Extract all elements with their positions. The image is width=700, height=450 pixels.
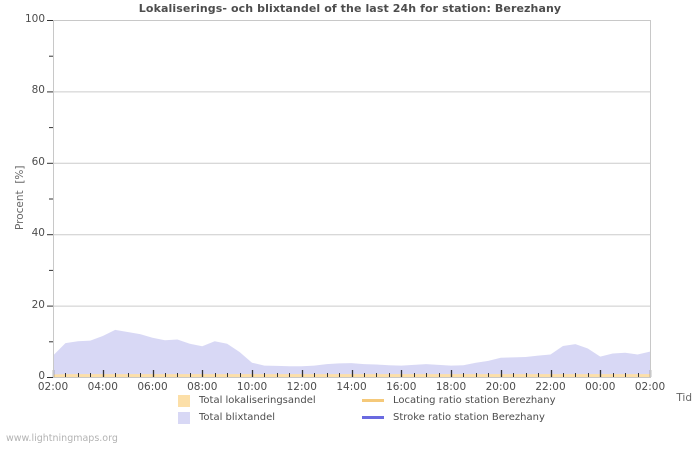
chart-title: Lokaliserings- och blixtandel of the las… (138, 2, 562, 15)
legend-item-total-lokaliseringsandel: Total lokaliseringsandel (178, 394, 338, 407)
legend-line-icon (362, 416, 384, 419)
legend-label: Locating ratio station Berezhany (393, 395, 556, 406)
legend-column-right-1: Locating ratio station Berezhany (356, 395, 658, 406)
site-watermark: www.lightningmaps.org (6, 433, 118, 444)
plot-frame (53, 20, 651, 378)
legend-label: Total blixtandel (199, 412, 276, 423)
legend-line-icon (362, 399, 384, 402)
legend-swatch-icon (178, 411, 190, 424)
area-series (53, 329, 650, 377)
legend-column-right-2: Stroke ratio station Berezhany (356, 412, 658, 423)
chart-legend: Total lokaliseringsandel Locating ratio … (178, 392, 658, 426)
legend-label: Stroke ratio station Berezhany (393, 412, 545, 423)
legend-item-stroke-ratio-station: Stroke ratio station Berezhany (362, 412, 658, 423)
area-series (53, 374, 650, 377)
x-axis-title: Tid (676, 392, 692, 404)
legend-item-locating-ratio-station: Locating ratio station Berezhany (362, 395, 658, 406)
legend-label: Total lokaliseringsandel (199, 395, 316, 406)
legend-swatch-icon (178, 394, 190, 407)
legend-item-total-blixtandel: Total blixtandel (178, 411, 338, 424)
